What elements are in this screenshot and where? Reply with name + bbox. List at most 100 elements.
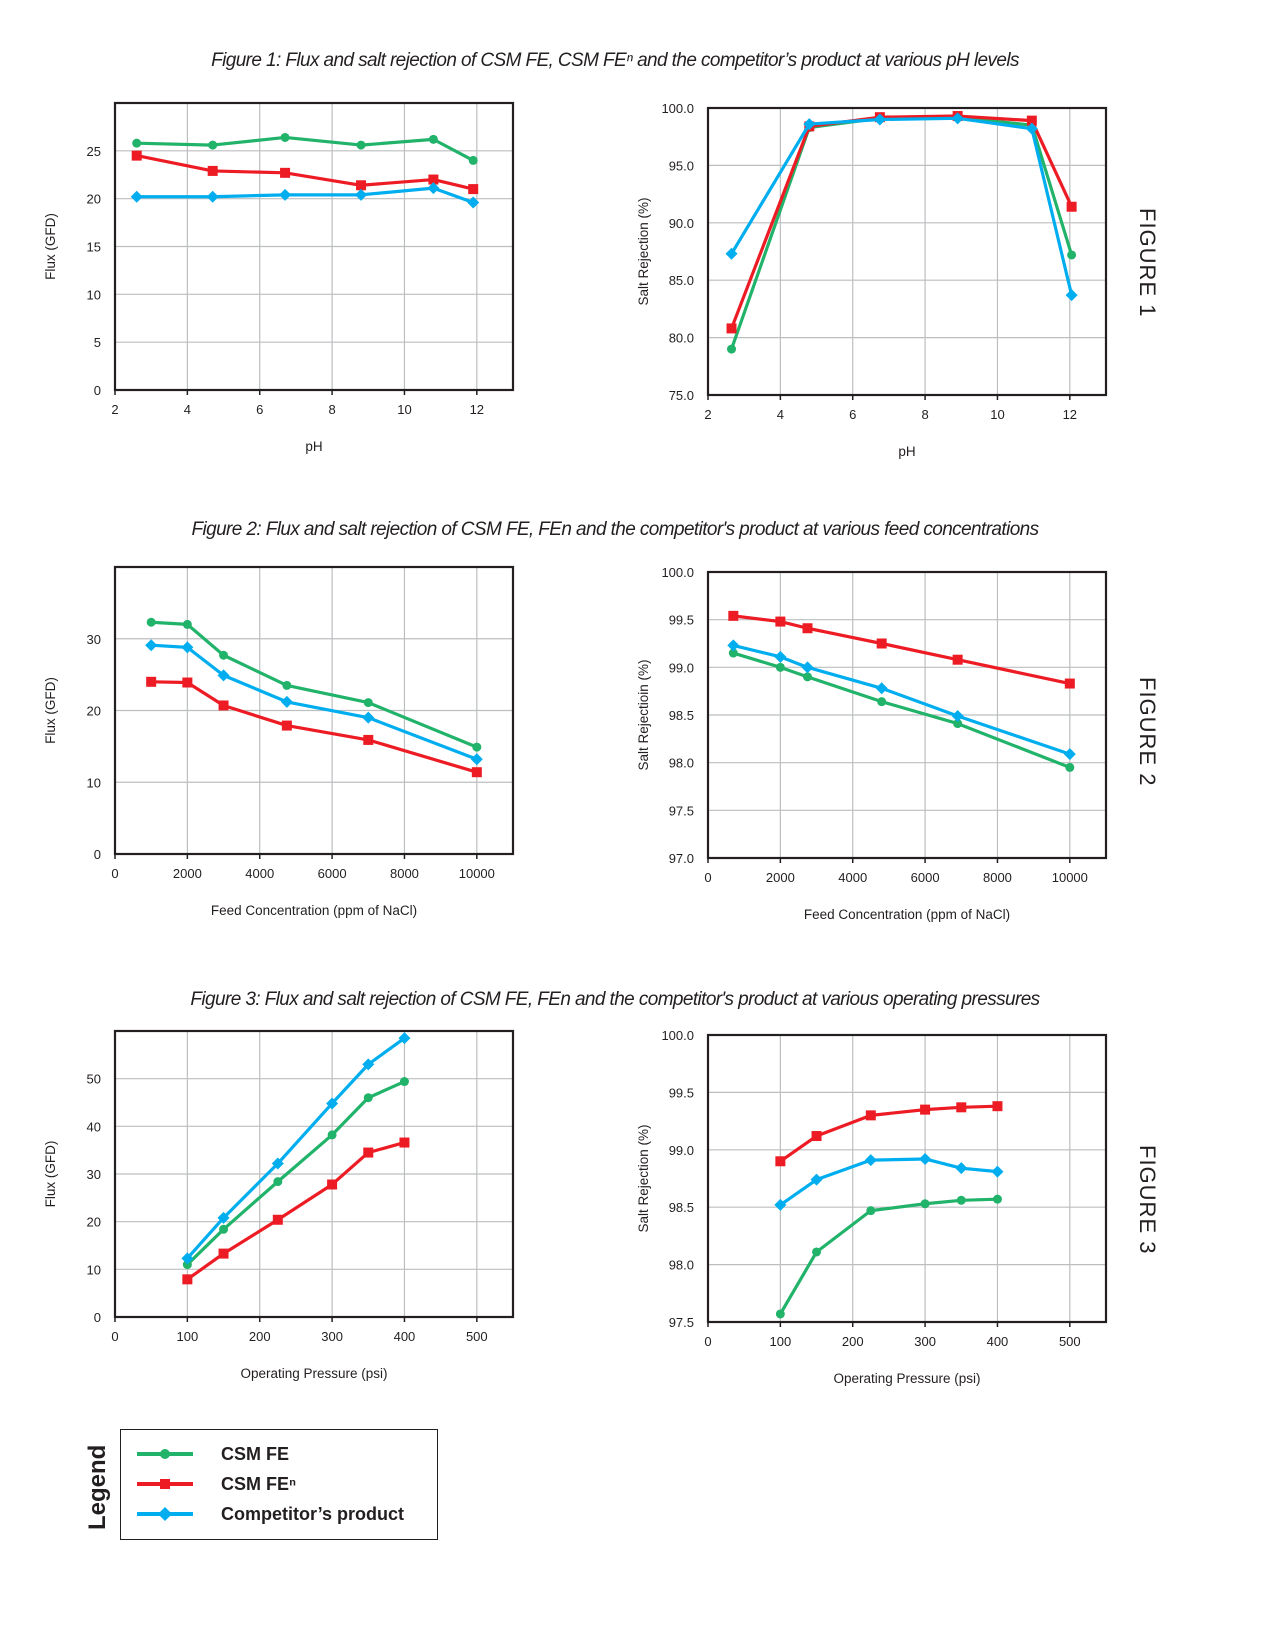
data-point-square [775,616,786,627]
data-point-circle [363,698,373,708]
y-tick-label: 99.0 [669,660,694,675]
data-point-circle [1067,250,1077,260]
x-tick-label: 400 [394,1329,416,1344]
x-tick-label: 100 [770,1334,792,1349]
x-tick-label: 6 [256,402,263,417]
data-point-square [356,180,367,191]
x-tick-label: 6 [849,407,856,422]
plot-frame [113,565,515,856]
y-axis-label: Salt Rejection (%) [636,197,651,305]
series-line-1 [778,1197,998,1315]
data-point-diamond [774,650,787,663]
plot-area [708,1035,1106,1322]
data-point-circle [327,1130,337,1140]
data-point-circle [399,1077,409,1087]
x-tick-label: 2000 [173,866,202,881]
y-tick-label: 98.5 [669,1200,694,1215]
data-point-circle [208,140,218,150]
data-point-square [281,720,292,731]
data-point-square [1066,201,1077,212]
series-line-2 [779,1104,998,1163]
data-point-diamond [951,709,964,722]
data-point-diamond [725,247,738,260]
x-axis-label: pH [305,439,322,454]
x-axis-label: Operating Pressure (psi) [833,1371,980,1386]
data-point-diamond [355,188,368,201]
x-tick-label: 8 [921,407,928,422]
series-line-1 [151,620,478,749]
chart-5: 0 100 200 300 400 500 0 10 20 30 40 50 Operating Pre… [43,1029,515,1381]
legend-label: CSM FE [221,1443,290,1464]
x-tick-label: 10 [397,402,411,417]
x-tick-label: 12 [1063,407,1077,422]
x-tick-label: 12 [470,402,484,417]
data-point-circle [219,1224,229,1234]
x-axis-label: Feed Concentration (ppm of NaCl) [804,907,1010,922]
data-point-circle [953,719,963,729]
x-tick-label: 8000 [390,866,419,881]
figure-2-title: Figure 2: Flux and salt rejection of CSM… [191,519,1039,540]
data-point-diamond [181,641,194,654]
data-point-square [471,767,482,778]
data-point-square [131,150,142,161]
data-point-square [363,734,374,745]
data-point-diamond [467,196,480,209]
data-point-diamond [470,753,483,766]
data-point-square [992,1101,1003,1112]
data-point-diamond [206,190,219,203]
data-point-square [280,167,291,178]
y-tick-label: 0 [94,383,101,398]
x-tick-label: 10000 [459,866,495,881]
y-tick-label: 30 [87,632,101,647]
plot-frame [113,1029,515,1319]
x-tick-label: 200 [249,1329,271,1344]
chart-1: 2 4 6 8 10 12 0 5 10 15 20 25 pH Flux (GFD) [43,101,515,454]
series-line-2 [730,114,1074,329]
y-tick-label: 97.5 [669,803,694,818]
y-tick-label: 40 [87,1119,101,1134]
data-point-diamond [271,1157,284,1170]
series-line-2 [151,680,478,774]
y-tick-label: 80.0 [669,331,694,346]
data-point-diamond [955,1162,968,1175]
legend-title: Legend [84,1444,111,1530]
x-tick-label: 300 [914,1334,936,1349]
data-point-square [728,610,739,621]
y-tick-label: 50 [87,1072,101,1087]
data-point-diamond [362,1058,375,1071]
y-tick-label: 85.0 [669,273,694,288]
series-line-2 [136,154,474,191]
data-point-square [399,1137,410,1148]
x-tick-label: 8000 [983,870,1012,885]
data-point-circle [775,1309,785,1319]
data-point-diamond [217,669,230,682]
data-point-circle [468,155,478,165]
data-point-diamond [130,190,143,203]
data-point-circle [132,138,142,148]
plot-frame [706,570,1108,860]
data-point-square [956,1102,967,1113]
data-point-circle [146,617,156,627]
y-tick-label: 100.0 [661,101,694,116]
y-tick-label: 5 [94,335,101,350]
data-point-diamond [427,182,440,195]
y-tick-label: 20 [87,704,101,719]
legend-item-csm-fe: CSM FE [135,1440,289,1468]
data-point-square [207,165,218,176]
chart-3: 0 2000 4000 6000 8000 10000 0 10 20 30 Feed Concen… [43,565,515,918]
data-point-diamond [873,113,886,126]
x-tick-label: 2 [111,402,118,417]
series-line-3 [779,1157,998,1207]
data-point-square [775,1156,786,1167]
data-point-circle [356,140,366,150]
y-tick-label: 0 [94,1310,101,1325]
plot-frame [706,106,1108,397]
data-point-circle [920,1199,930,1209]
y-tick-label: 10 [87,287,101,302]
data-point-square [182,1274,193,1285]
data-point-square [1026,115,1037,126]
data-point-diamond [774,1198,787,1211]
data-point-circle [775,662,785,672]
data-point-circle [877,697,887,707]
